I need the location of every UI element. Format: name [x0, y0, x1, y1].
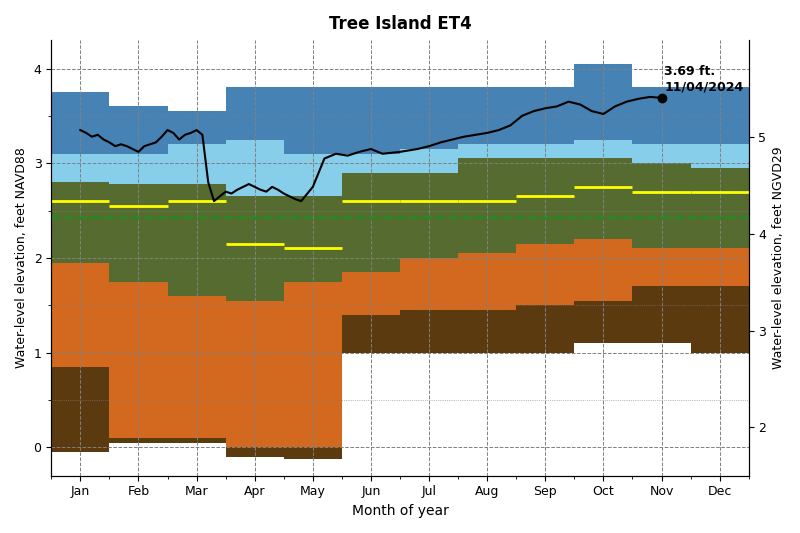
Y-axis label: Water-level elevation, feet NAVD88: Water-level elevation, feet NAVD88: [15, 148, 28, 368]
Y-axis label: Water-level elevation, feet NGVD29: Water-level elevation, feet NGVD29: [772, 147, 785, 369]
Title: Tree Island ET4: Tree Island ET4: [329, 15, 471, 33]
X-axis label: Month of year: Month of year: [351, 504, 449, 518]
Text: 3.69 ft.
11/04/2024: 3.69 ft. 11/04/2024: [665, 65, 744, 93]
